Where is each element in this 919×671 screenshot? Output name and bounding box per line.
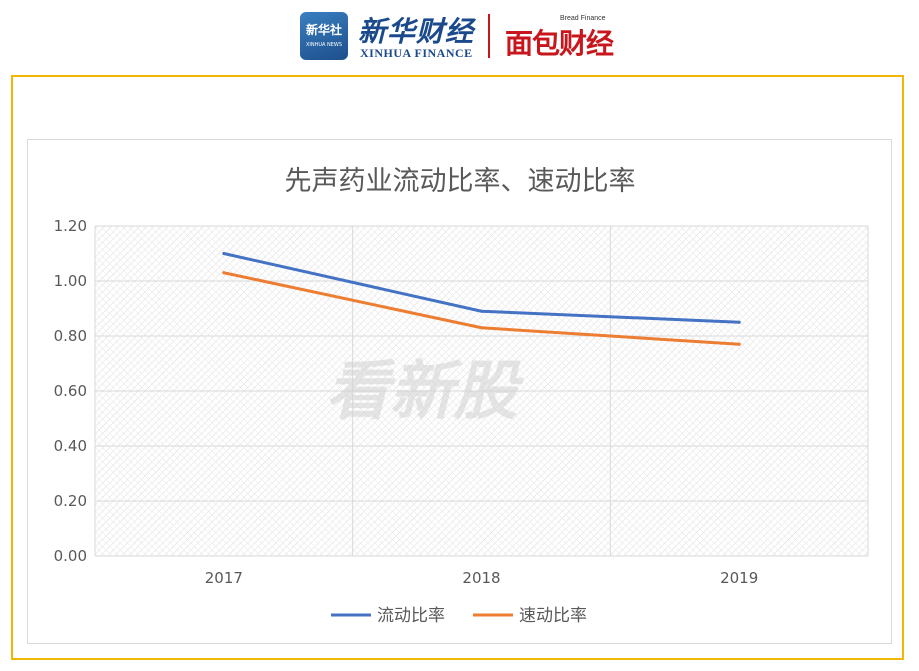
y-tick-label: 0.40 <box>54 437 87 455</box>
watermark: 看新股 <box>326 355 525 429</box>
xinhua-finance-logo-cn: 新华财经 <box>358 15 475 48</box>
content-frame <box>11 75 904 660</box>
data-point <box>222 252 226 255</box>
xinhua-badge-text: 新华社 <box>305 23 342 37</box>
gridlines <box>94 225 869 557</box>
xinhua-news-logo: 新华社 XINHUA NEWS <box>300 12 348 60</box>
line-chart: 先声药业流动比率、速动比率 看新股 0.00 0.20 0.40 0.60 0.80 1.… <box>54 166 869 626</box>
data-point <box>480 309 483 313</box>
y-axis: 0.00 0.20 0.40 0.60 0.80 1.00 1.20 <box>54 217 87 565</box>
chart-container: 先声药业流动比率、速动比率 看新股 0.00 0.20 0.40 0.60 0.80 1.… <box>27 139 892 644</box>
bread-finance-logo-cn: 面包财经 <box>505 27 614 60</box>
bread-finance-logo-en: Bread Finance <box>560 15 606 22</box>
data-point <box>737 320 741 324</box>
y-tick-label: 0.00 <box>54 547 87 565</box>
x-tick-label: 2019 <box>720 569 758 587</box>
x-axis: 2017 2018 2019 <box>205 569 759 587</box>
y-tick-label: 0.20 <box>54 492 87 510</box>
data-point <box>480 326 483 330</box>
xinhua-finance-logo-en: XINHUA FINANCE <box>360 46 473 60</box>
data-point <box>222 271 226 275</box>
header-divider <box>488 14 490 58</box>
y-tick-label: 1.00 <box>54 272 87 290</box>
x-tick-label: 2018 <box>462 569 500 587</box>
xinhua-badge-subtext: XINHUA NEWS <box>305 42 343 48</box>
header: 新华社 XINHUA NEWS 新华财经 XINHUA FINANCE Brea… <box>0 0 919 70</box>
legend-label: 流动比率 <box>377 606 445 626</box>
y-tick-label: 1.20 <box>54 217 87 235</box>
legend: 流动比率 速动比率 <box>331 606 587 626</box>
data-point <box>737 342 741 346</box>
chart-title: 先声药业流动比率、速动比率 <box>285 166 636 197</box>
y-tick-label: 0.60 <box>54 382 87 400</box>
series-lines <box>222 252 741 346</box>
y-tick-label: 0.80 <box>54 327 87 345</box>
x-tick-label: 2017 <box>205 569 243 587</box>
legend-label: 速动比率 <box>519 606 587 626</box>
